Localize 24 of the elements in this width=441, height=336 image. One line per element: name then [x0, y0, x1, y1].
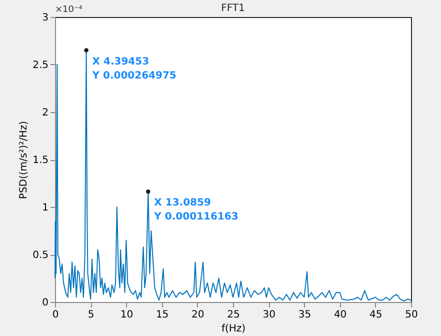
x-tick-label: 20: [192, 310, 204, 320]
x-tick-label: 15: [156, 310, 169, 320]
x-axis-title: f(Hz): [221, 324, 246, 334]
y-tick-label: 1.5: [32, 155, 48, 166]
text: ×10⁻⁴: [55, 5, 83, 15]
x-tick-label: 30: [262, 310, 276, 320]
y-axis-title: PSD((m/s²)²/Hz): [18, 120, 30, 200]
x-tick-label: 5: [88, 310, 94, 320]
chart-title: FFT1: [221, 3, 245, 14]
x-tick-label: 45: [370, 310, 382, 320]
y-tick-label: 2: [42, 108, 48, 118]
y-tick-label: 0: [42, 298, 48, 308]
x-tick-label: 25: [227, 310, 240, 320]
annotation: X 13.0859 Y 0.000116163: [153, 198, 238, 223]
x-tick-label: 40: [334, 310, 347, 320]
x-tick-label: 50: [405, 310, 418, 320]
x-tick-label: 10: [120, 310, 134, 320]
x-tick-label: 0: [52, 310, 59, 320]
y-tick-label: 2.5: [32, 60, 48, 71]
y-tick-label: 1: [42, 202, 48, 214]
y-tick-label: 0.5: [32, 250, 48, 261]
y-tick-label: 3: [42, 12, 48, 24]
x-tick-label: 35: [298, 310, 312, 320]
annotation: X 4.39453 Y 0.000264975: [91, 56, 176, 82]
